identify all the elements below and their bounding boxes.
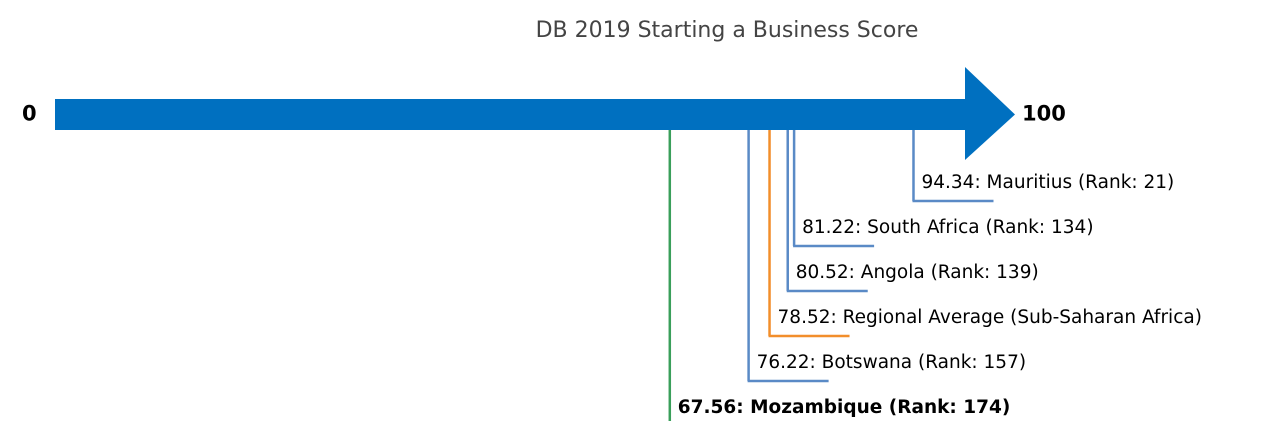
- x-tick-label: 0: [22, 102, 37, 126]
- marker-label: 76.22: Botswana (Rank: 157): [757, 352, 1026, 373]
- marker-label: 94.34: Mauritius (Rank: 21): [921, 172, 1174, 193]
- marker-label: 80.52: Angola (Rank: 139): [796, 262, 1039, 283]
- scale-arrow: [55, 67, 1015, 160]
- marker-label: 67.56: Mozambique (Rank: 174): [678, 397, 1011, 418]
- marker-label: 78.52: Regional Average (Sub-Saharan Afr…: [778, 307, 1202, 328]
- marker-label: 81.22: South Africa (Rank: 134): [802, 217, 1093, 238]
- x-tick-label: 100: [1022, 102, 1066, 126]
- chart-title: DB 2019 Starting a Business Score: [536, 18, 919, 43]
